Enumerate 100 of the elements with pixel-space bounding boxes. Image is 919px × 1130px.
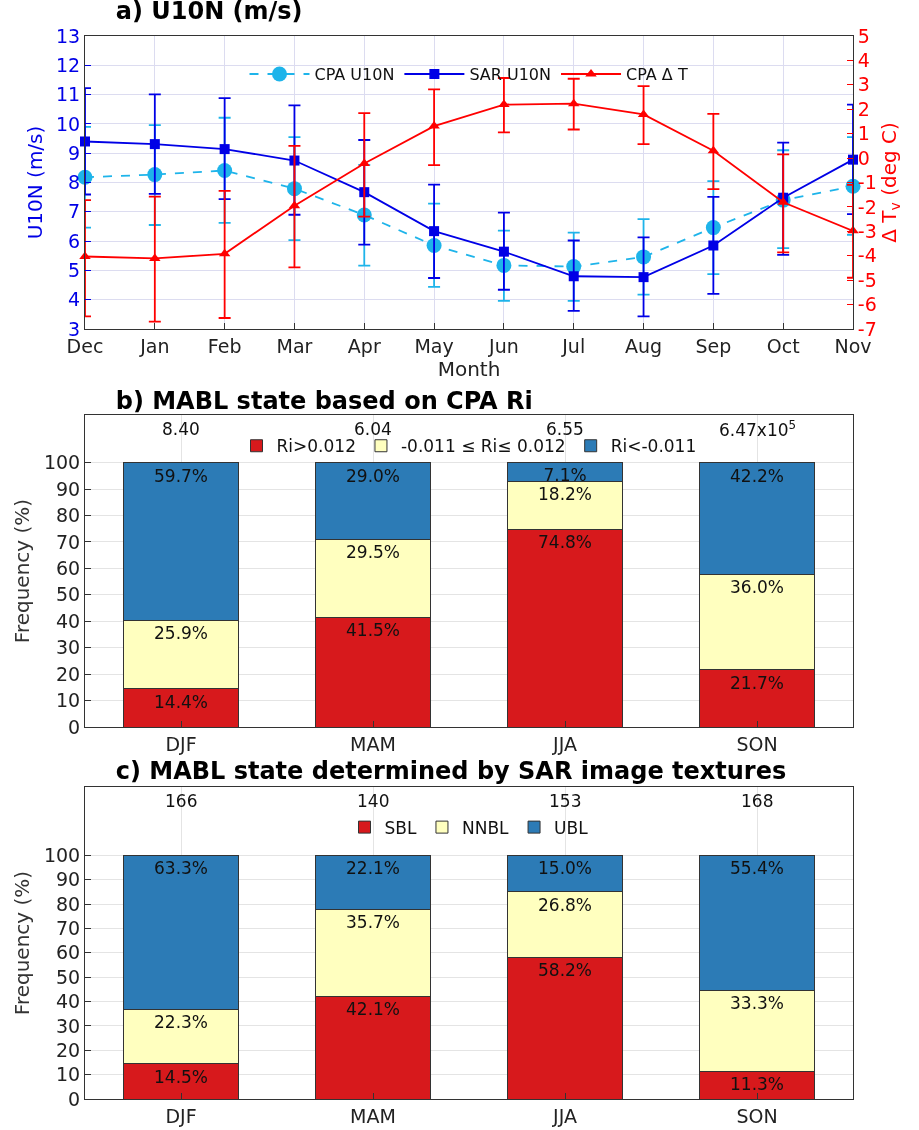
point [80, 136, 90, 147]
legend-label: UBL [554, 817, 589, 838]
annotation: 166 [165, 791, 198, 811]
x-tick-label: SON [736, 1104, 778, 1127]
y-tick-label: 10 [56, 1063, 81, 1086]
x-tick-label: MAM [350, 732, 396, 755]
y-tick-label: 40 [56, 609, 81, 632]
y-tick-label: 90 [56, 477, 81, 500]
data-label: 11.3% [729, 1074, 785, 1095]
x-tick-label: JJA [552, 732, 577, 755]
data-label: 21.7% [729, 672, 785, 693]
y-axis-title: U10N (m/s) [22, 125, 47, 240]
y-tick-label: 30 [56, 1014, 81, 1037]
y-tick-label: 30 [56, 636, 81, 659]
data-label: 14.4% [153, 691, 209, 712]
annotation: 168 [741, 791, 774, 811]
data-label: 15.0% [537, 858, 593, 879]
y-tick-label: 100 [43, 451, 81, 474]
annotation: 6.04 [354, 419, 392, 439]
point [638, 272, 649, 283]
chart-title: c) MABL state determined by SAR image textures [115, 756, 787, 785]
x-tick-label: Jan [139, 334, 170, 357]
x-tick-label: Sep [695, 334, 732, 357]
y2-tick-label: 0 [857, 146, 870, 169]
legend-label: Ri<-0.011 [610, 436, 697, 457]
annotation: 8.40 [162, 419, 200, 439]
point [286, 181, 302, 197]
legend-label: SAR U10N [469, 65, 552, 85]
y2-tick-label: -4 [857, 244, 877, 267]
y2-tick-label: -7 [857, 317, 877, 340]
y-tick-label: 3 [68, 317, 81, 340]
y-tick-label: 12 [56, 53, 81, 76]
data-label: 22.1% [345, 858, 401, 879]
y-tick-label: 10 [56, 112, 81, 135]
data-label: 42.2% [729, 465, 785, 486]
y-tick-label: 4 [68, 288, 81, 311]
x-tick-label: Aug [625, 334, 663, 357]
point [708, 240, 719, 251]
point [498, 246, 509, 257]
y-tick-label: 13 [56, 24, 81, 47]
y2-tick-label: -6 [857, 293, 877, 316]
data-label: 58.2% [537, 960, 593, 981]
y2-tick-label: 3 [857, 73, 870, 96]
y-tick-label: 0 [68, 1087, 81, 1110]
data-label: 14.5% [153, 1066, 209, 1087]
x-tick-label: Jun [488, 334, 519, 357]
data-label: 7.1% [543, 465, 587, 486]
y2-tick-label: 2 [857, 97, 870, 120]
point [289, 155, 300, 166]
x-tick-label: Feb [207, 334, 242, 357]
y-tick-label: 90 [56, 868, 81, 891]
y-tick-label: 10 [56, 689, 81, 712]
data-label: 33.3% [729, 993, 785, 1014]
y-tick-label: 20 [56, 1038, 81, 1061]
x-tick-label: Mar [276, 334, 313, 357]
data-label: 18.2% [537, 484, 593, 505]
annotation: 153 [549, 791, 582, 811]
y2-tick-label: 5 [857, 24, 870, 47]
point [429, 226, 440, 237]
x-tick-label: SON [736, 732, 778, 755]
x-tick-label: MAM [350, 1104, 396, 1127]
y-tick-label: 80 [56, 504, 81, 527]
legend-label: NNBL [461, 817, 510, 838]
y-tick-label: 8 [68, 171, 81, 194]
data-label: 36.0% [729, 577, 785, 598]
data-label: 55.4% [729, 858, 785, 879]
data-label: 35.7% [345, 912, 401, 933]
y2-tick-label: -3 [857, 219, 877, 242]
data-label: 29.0% [345, 465, 401, 486]
y2-tick-label: -1 [857, 171, 877, 194]
data-label: 42.1% [345, 999, 401, 1020]
data-label: 25.9% [153, 623, 209, 644]
x-axis-title: Month [437, 356, 501, 381]
x-tick-label: DJF [165, 1104, 197, 1127]
y-tick-label: 50 [56, 965, 81, 988]
data-label: 29.5% [345, 542, 401, 563]
y-tick-label: 80 [56, 892, 81, 915]
point [568, 271, 579, 282]
y-tick-label: 50 [56, 583, 81, 606]
y2-tick-label: -5 [857, 268, 877, 291]
y-tick-label: 60 [56, 557, 81, 580]
annotation: 6.47x10$^{5}$ [719, 418, 797, 441]
data-label: 22.3% [153, 1012, 209, 1033]
legend-label: CPA Δ T [626, 65, 688, 85]
y2-tick-label: 4 [857, 49, 870, 72]
chart-title: a) U10N (m/s) [115, 0, 303, 25]
y-axis-title: Frequency (%) [10, 870, 35, 1016]
y2-tick-label: -2 [857, 195, 877, 218]
y-tick-label: 70 [56, 917, 81, 940]
y-tick-label: 60 [56, 941, 81, 964]
y-tick-label: 20 [56, 662, 81, 685]
legend-label: SBL [384, 817, 417, 838]
legend-label: CPA U10N [314, 65, 395, 85]
y-tick-label: 40 [56, 990, 81, 1013]
legend-label: Ri>0.012 [276, 436, 356, 457]
y-tick-label: 70 [56, 530, 81, 553]
data-label: 63.3% [153, 858, 209, 879]
data-label: 26.8% [537, 894, 593, 915]
annotation: 6.55 [546, 419, 584, 439]
legend-label: -0.011 ≤ Ri≤ 0.012 [400, 436, 566, 457]
